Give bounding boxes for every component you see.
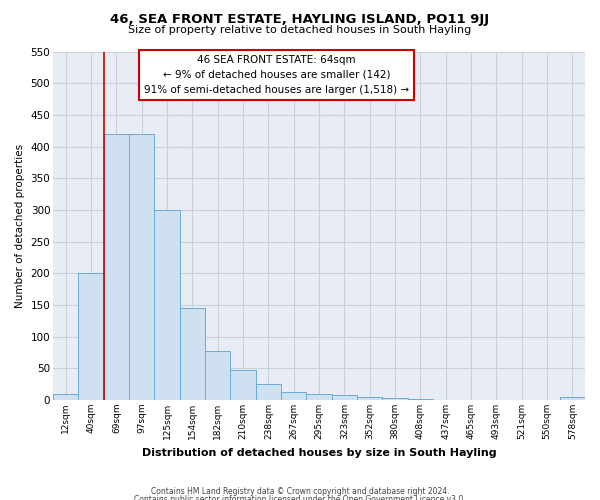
Bar (307, 394, 332, 400)
Bar (154, 210, 180, 400)
Bar (79, 274, 104, 400)
Bar (332, 395, 357, 400)
Bar (281, 392, 307, 400)
X-axis label: Distribution of detached houses by size in South Hayling: Distribution of detached houses by size … (142, 448, 496, 458)
Y-axis label: Number of detached properties: Number of detached properties (15, 144, 25, 308)
Bar (382, 398, 407, 400)
Bar (129, 134, 154, 400)
Text: 46, SEA FRONT ESTATE, HAYLING ISLAND, PO11 9JJ: 46, SEA FRONT ESTATE, HAYLING ISLAND, PO… (110, 12, 490, 26)
Bar (230, 370, 256, 400)
Bar (560, 397, 585, 400)
Bar (357, 397, 382, 400)
Bar (256, 384, 281, 400)
Bar (205, 350, 230, 400)
Text: Contains public sector information licensed under the Open Government Licence v3: Contains public sector information licen… (134, 495, 466, 500)
Bar (180, 308, 205, 400)
Bar (104, 134, 129, 400)
Text: 46 SEA FRONT ESTATE: 64sqm
← 9% of detached houses are smaller (142)
91% of semi: 46 SEA FRONT ESTATE: 64sqm ← 9% of detac… (144, 55, 409, 94)
Text: Contains HM Land Registry data © Crown copyright and database right 2024.: Contains HM Land Registry data © Crown c… (151, 488, 449, 496)
Bar (53, 394, 79, 400)
Text: Size of property relative to detached houses in South Hayling: Size of property relative to detached ho… (128, 25, 472, 35)
